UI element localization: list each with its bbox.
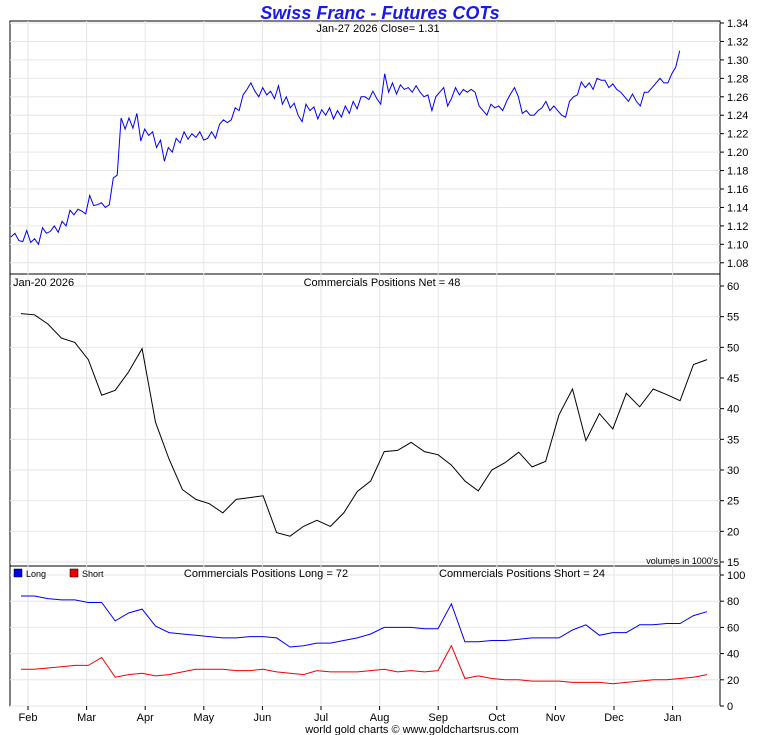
y-tick-label: 40: [727, 404, 739, 416]
y-tick-label: 1.28: [727, 73, 748, 85]
y-tick-label: 1.10: [727, 239, 748, 251]
legend-short-swatch: [69, 568, 79, 578]
y-tick-label: 20: [727, 526, 739, 538]
y-tick-label: 1.20: [727, 147, 748, 159]
x-tick-label: Jul: [314, 712, 328, 724]
legend-short-label: Short: [82, 569, 104, 579]
y-tick-label: 0: [727, 701, 733, 713]
volumes-note: volumes in 1000's: [646, 556, 718, 566]
long-header: Commercials Positions Long = 72: [184, 568, 348, 580]
price-header: Jan-27 2026 Close= 1.31: [316, 23, 439, 35]
x-tick-label: Apr: [137, 712, 154, 724]
net-date-label: Jan-20 2026: [13, 277, 74, 289]
y-tick-label: 60: [727, 281, 739, 293]
x-tick-label: Aug: [370, 712, 390, 724]
x-tick-label: Sep: [428, 712, 448, 724]
legend-long-swatch: [13, 568, 23, 578]
y-tick-label: 1.32: [727, 36, 748, 48]
x-tick-label: Dec: [604, 712, 624, 724]
y-tick-label: 1.22: [727, 129, 748, 141]
y-tick-label: 20: [727, 675, 739, 687]
y-tick-label: 55: [727, 312, 739, 324]
y-tick-label: 50: [727, 342, 739, 354]
x-tick-label: Nov: [546, 712, 566, 724]
y-tick-label: 25: [727, 496, 739, 508]
y-tick-label: 1.34: [727, 18, 748, 30]
net-header: Commercials Positions Net = 48: [304, 277, 461, 289]
price-line: [10, 50, 681, 246]
x-tick-label: May: [193, 712, 214, 724]
short-positions-line: [21, 644, 708, 685]
long-positions-line: [21, 595, 708, 648]
legend-long-label: Long: [26, 569, 46, 579]
y-tick-label: 100: [727, 570, 745, 582]
y-tick-label: 45: [727, 373, 739, 385]
y-tick-label: 1.26: [727, 92, 748, 104]
y-tick-label: 1.30: [727, 55, 748, 67]
y-tick-label: 80: [727, 596, 739, 608]
x-tick-label: Feb: [19, 712, 38, 724]
y-tick-label: 1.12: [727, 221, 748, 233]
y-tick-label: 60: [727, 622, 739, 634]
y-tick-label: 1.14: [727, 202, 748, 214]
x-tick-label: Jun: [254, 712, 272, 724]
short-header: Commercials Positions Short = 24: [439, 568, 605, 580]
net-positions-line: [20, 313, 708, 537]
x-tick-label: Oct: [488, 712, 505, 724]
footer-credit: world gold charts © www.goldchartsrus.co…: [304, 724, 519, 735]
y-tick-label: 40: [727, 649, 739, 661]
chart-title: Swiss Franc - Futures COTs: [260, 3, 499, 23]
y-tick-label: 30: [727, 465, 739, 477]
x-tick-label: Mar: [77, 712, 96, 724]
x-tick-label: Jan: [664, 712, 682, 724]
y-tick-label: 15: [727, 557, 739, 569]
y-tick-label: 1.08: [727, 258, 748, 270]
y-tick-label: 1.16: [727, 184, 748, 196]
y-tick-label: 35: [727, 434, 739, 446]
y-tick-label: 1.18: [727, 166, 748, 178]
y-tick-label: 1.24: [727, 110, 748, 122]
